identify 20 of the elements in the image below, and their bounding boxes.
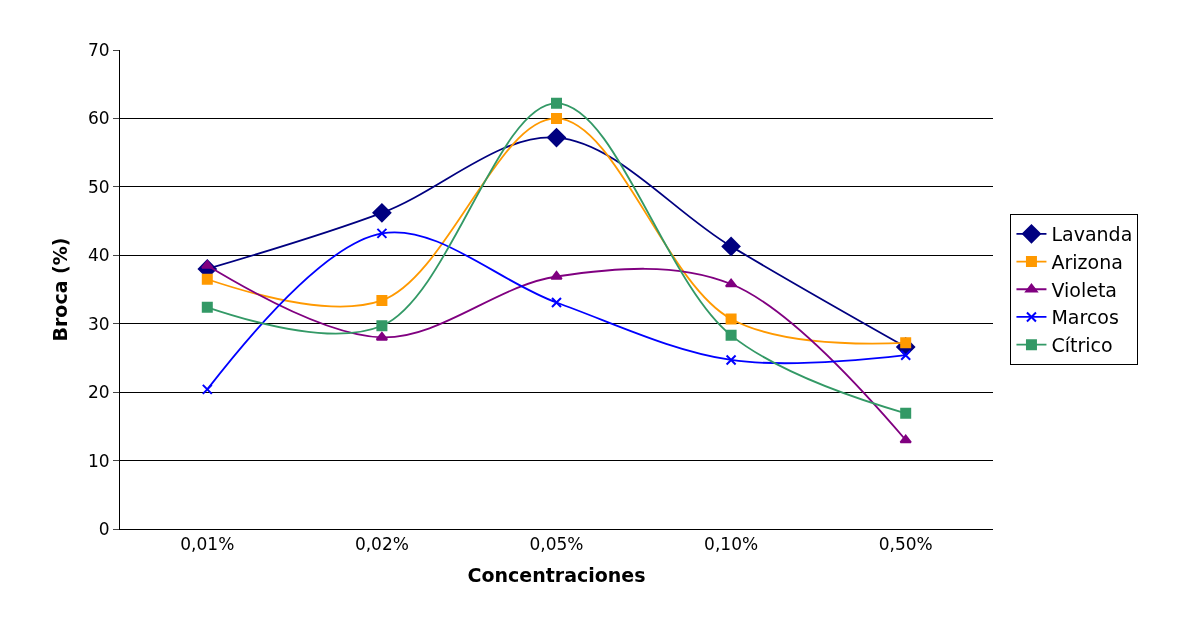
x-tick-label: 0,02%: [354, 534, 409, 555]
x-tick-label: 0,05%: [529, 534, 584, 555]
x-axis-title: Concentraciones: [467, 564, 646, 587]
legend-label: Cítrico: [1051, 334, 1113, 357]
x-tick-label: 0,50%: [878, 534, 933, 555]
legend-label: Marcos: [1051, 306, 1119, 329]
y-tick-label: 0: [98, 518, 110, 539]
y-tick-label: 60: [87, 108, 110, 129]
legend-label: Lavanda: [1051, 223, 1133, 246]
legend-label: Arizona: [1051, 250, 1123, 273]
y-tick-label: 10: [87, 450, 110, 471]
x-tick-label: 0,01%: [180, 534, 235, 555]
x-tick-label: 0,10%: [704, 534, 759, 555]
legend-label: Violeta: [1051, 278, 1118, 301]
y-tick-label: 30: [87, 313, 110, 334]
y-tick-label: 50: [87, 176, 110, 197]
y-axis-title: Broca (%): [48, 237, 71, 342]
y-tick-label: 70: [87, 39, 110, 60]
y-tick-label: 40: [87, 245, 110, 266]
y-tick-label: 20: [87, 382, 110, 403]
